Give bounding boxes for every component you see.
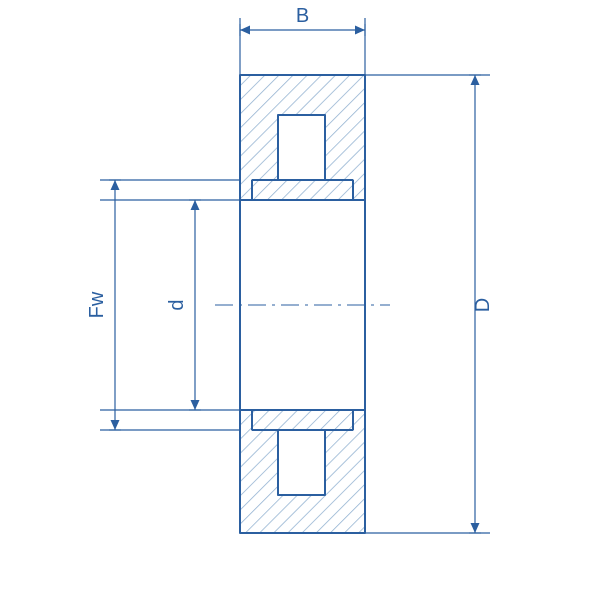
label-Fw: Fw (86, 291, 108, 318)
bearing-diagram: B Dd Fw (0, 0, 600, 600)
label-D: D (472, 298, 494, 312)
label-d: d (166, 299, 188, 310)
label-B: B (296, 5, 309, 27)
